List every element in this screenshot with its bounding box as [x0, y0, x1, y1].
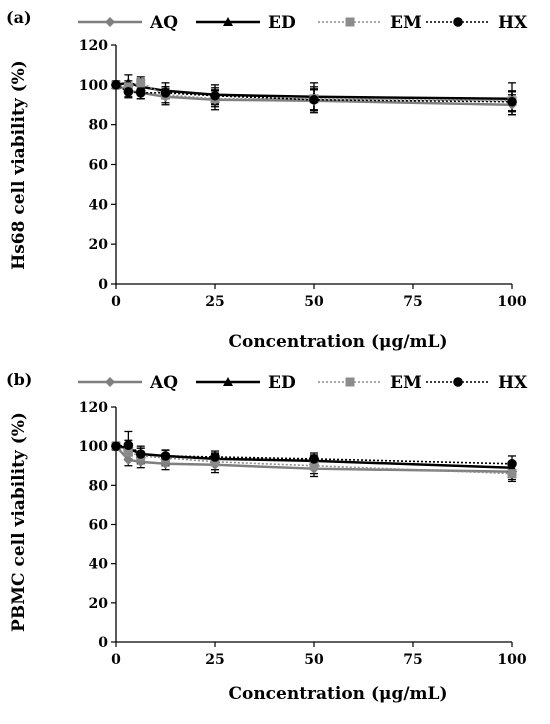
legend-label-ed: ED: [268, 13, 296, 33]
legend-marker-aq: [105, 377, 115, 387]
data-point-hx: [210, 90, 220, 101]
chart-panel-a: (a) AQ ED EM HX 0 20 40 60 80 100 120 0 25 50 75 100 C…: [6, 8, 528, 352]
legend-b: AQ ED EM HX: [78, 373, 528, 393]
legend-marker-hx: [453, 17, 463, 27]
chart-a-svg: (a) AQ ED EM HX 0 20 40 60 80 100 120 0 25 50 75 100 C…: [6, 8, 528, 352]
x-axis-title-a: Concentration (μg/mL): [228, 332, 447, 352]
data-point-hx: [210, 452, 220, 462]
data-point-aq: [123, 454, 134, 465]
x-tick-label: 50: [304, 652, 324, 668]
data-point-em: [210, 457, 220, 467]
y-tick-label: 60: [89, 518, 109, 534]
x-tick-label: 50: [304, 294, 324, 310]
y-tick-label: 120: [79, 400, 108, 416]
legend-marker-hx: [453, 377, 463, 387]
y-tick-label: 20: [89, 596, 109, 612]
data-point-hx: [111, 441, 121, 451]
legend-marker-ed: [223, 377, 233, 386]
y-tick-label: 40: [89, 557, 109, 573]
legend-label-hx: HX: [498, 373, 528, 393]
data-point-hx: [135, 449, 146, 459]
data-point-hx: [111, 80, 121, 90]
y-tick-label: 0: [98, 277, 108, 293]
data-point-em: [123, 82, 133, 92]
x-tick-label: 100: [497, 652, 526, 668]
panel-label-a: (a): [6, 8, 32, 27]
x-tick-label: 75: [403, 652, 422, 668]
data-point-hx: [160, 451, 171, 461]
x-tick-label: 25: [205, 294, 224, 310]
x-tick-label: 0: [111, 294, 121, 310]
legend-marker-aq: [105, 17, 115, 27]
legend-a: AQ ED EM HX: [78, 13, 528, 33]
axes-b: 0 20 40 60 80 100 120 0 25 50 75 100: [79, 400, 527, 668]
data-point-aq: [160, 458, 171, 469]
data-point-hx: [507, 96, 517, 107]
legend-label-hx: HX: [498, 13, 528, 33]
legend-marker-em: [345, 377, 355, 387]
x-tick-label: 0: [111, 652, 121, 668]
y-axis-title-b: PBMC cell viability (%): [9, 412, 29, 632]
data-point-hx: [160, 88, 171, 98]
y-tick-label: 120: [79, 38, 108, 54]
y-tick-label: 60: [89, 158, 109, 174]
data-point-em: [136, 78, 146, 88]
data-point-hx: [123, 87, 134, 97]
legend-label-ed: ED: [268, 373, 296, 393]
x-tick-label: 25: [205, 652, 224, 668]
y-tick-label: 80: [89, 118, 109, 134]
legend-label-em: EM: [390, 13, 422, 33]
y-tick-label: 40: [89, 197, 109, 213]
legend-label-aq: AQ: [149, 13, 178, 33]
x-tick-label: 100: [497, 294, 526, 310]
panel-label-b: (b): [6, 370, 32, 389]
x-tick-label: 75: [403, 294, 422, 310]
axes-a: 0 20 40 60 80 100 120 0 25 50 75 100: [79, 38, 527, 310]
data-point-hx: [135, 88, 146, 98]
y-tick-label: 80: [89, 478, 109, 494]
legend-marker-em: [345, 17, 355, 27]
y-tick-label: 100: [79, 78, 108, 94]
y-tick-label: 100: [79, 439, 108, 455]
legend-label-aq: AQ: [149, 373, 178, 393]
legend-label-em: EM: [390, 373, 422, 393]
data-point-em: [507, 469, 517, 479]
y-tick-label: 20: [89, 237, 109, 253]
y-tick-label: 0: [98, 635, 108, 651]
data-point-hx: [507, 458, 517, 469]
data-point-hx: [309, 94, 319, 105]
y-axis-title-a: Hs68 cell viability (%): [9, 60, 29, 270]
legend-marker-ed: [223, 17, 233, 26]
data-point-hx: [309, 454, 319, 464]
data-point-em: [123, 447, 133, 457]
chart-panel-b: (b) AQ ED EM HX 0 20 40 60 80 100 120 0 25 50 75 100 C…: [0, 362, 550, 724]
data-point-hx: [123, 440, 134, 450]
x-axis-title-b: Concentration (μg/mL): [228, 684, 447, 704]
data-point-em: [309, 461, 319, 471]
chart-b-svg: (b) AQ ED EM HX 0 20 40 60 80 100 120 0 25 50 75 100 C…: [6, 370, 528, 704]
